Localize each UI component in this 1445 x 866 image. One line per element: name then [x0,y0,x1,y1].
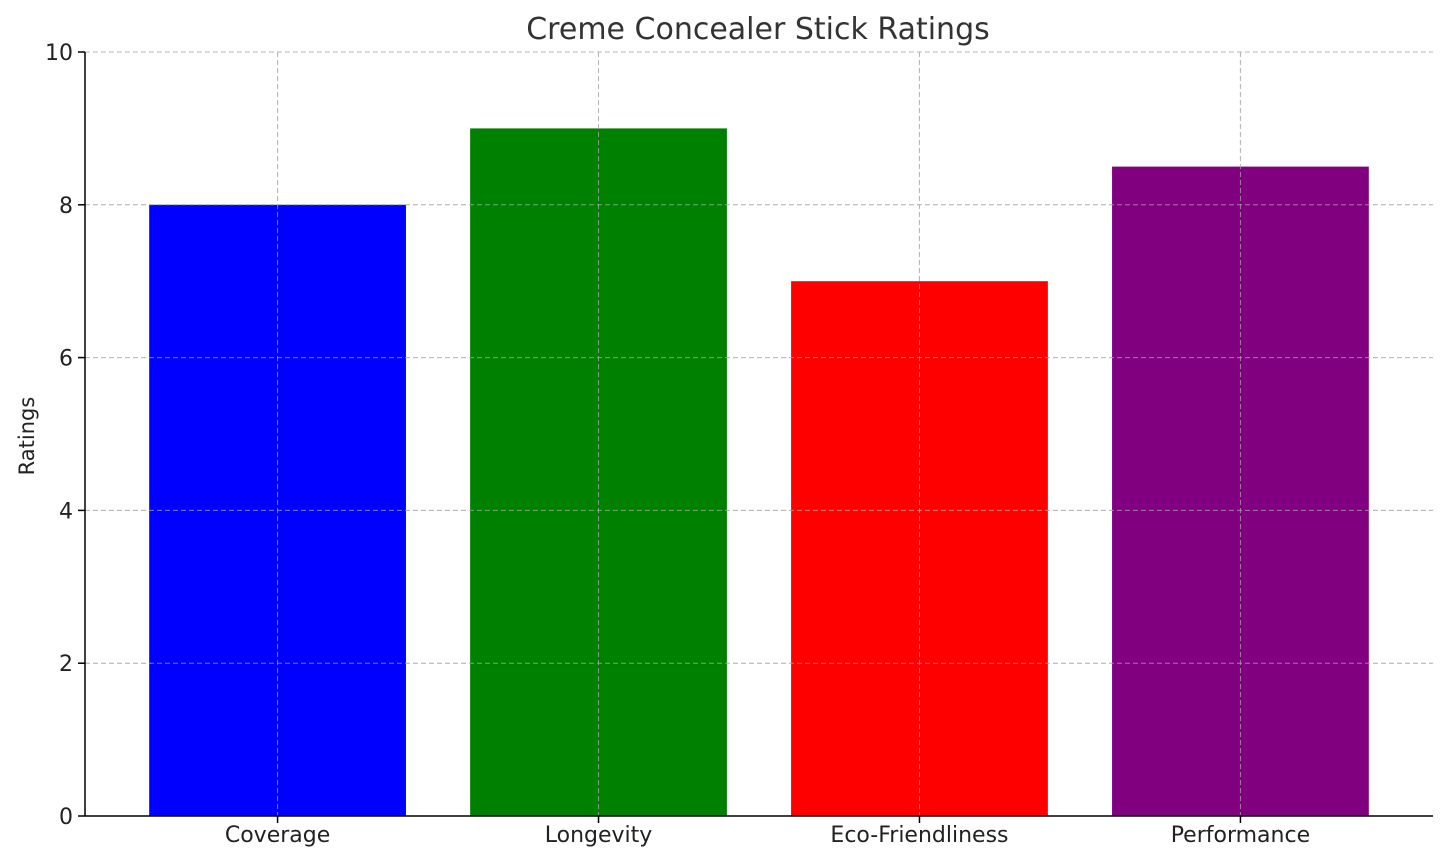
y-tick-label: 4 [59,499,73,524]
y-tick-label: 2 [59,652,73,677]
y-tick-label: 6 [59,347,73,372]
chart-title: Creme Concealer Stick Ratings [526,12,990,47]
axes-layer [84,52,1433,817]
y-axis-label: Ratings [15,397,39,476]
y-tick-label: 8 [59,194,73,219]
bars-layer [85,51,1433,817]
y-tick-label: 10 [45,41,73,66]
x-tick-label: Eco-Friendliness [830,823,1008,848]
ticks-layer: 0 2 4 6 8 10 Coverage Longevity Eco-Friendliness… [45,41,1310,848]
y-tick-label: 0 [59,805,73,830]
x-tick-label: Longevity [545,823,653,848]
bar-performance [1112,166,1369,817]
x-tick-label: Performance [1171,823,1310,848]
x-tick-label: Coverage [225,823,330,848]
